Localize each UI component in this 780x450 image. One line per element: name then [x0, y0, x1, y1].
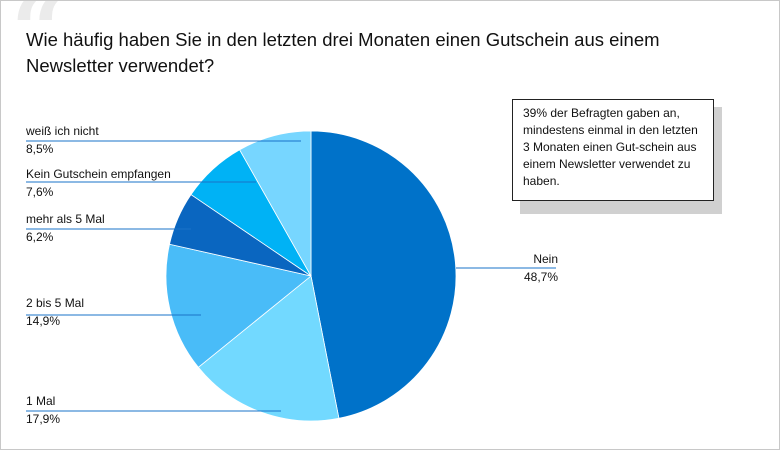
slice-weiss-ich-nicht [239, 130, 312, 278]
label-mehr-als-5-mal: mehr als 5 Mal 6,2% [26, 210, 105, 246]
label-weiss-ich-nicht: weiß ich nicht 8,5% [26, 122, 99, 158]
chart-title: Wie häufig haben Sie in den letzten drei… [26, 29, 660, 76]
slice-2-bis-5-mal [165, 243, 312, 368]
quote-mark-decoration: “ [11, 0, 67, 87]
label-mehr-als-5-mal-text: mehr als 5 Mal [26, 212, 105, 226]
label-weiss-ich-nicht-value: 8,5% [26, 142, 54, 156]
label-weiss-ich-nicht-text: weiß ich nicht [26, 124, 99, 138]
label-kein-gutschein-value: 7,6% [26, 185, 54, 199]
label-2-bis-5-mal-value: 14,9% [26, 314, 61, 328]
annotation-box: 39% der Befragten gaben an, mindestens e… [512, 99, 714, 201]
label-nein-value: 48,7% [523, 270, 558, 284]
label-1-mal-text: 1 Mal [26, 394, 56, 408]
slice-nein [310, 130, 457, 419]
label-1-mal: 1 Mal 17,9% [26, 392, 60, 428]
label-2-bis-5-mal-text: 2 bis 5 Mal [26, 296, 85, 310]
label-kein-gutschein-text: Kein Gutschein empfangen [26, 167, 171, 181]
slice-1-mal [197, 275, 340, 422]
label-nein-text: Nein [533, 252, 558, 266]
label-2-bis-5-mal: 2 bis 5 Mal 14,9% [26, 294, 84, 330]
label-1-mal-value: 17,9% [26, 412, 61, 426]
label-mehr-als-5-mal-value: 6,2% [26, 230, 54, 244]
label-nein: Nein 48,7% [524, 250, 558, 286]
label-kein-gutschein: Kein Gutschein empfangen 7,6% [26, 165, 171, 201]
